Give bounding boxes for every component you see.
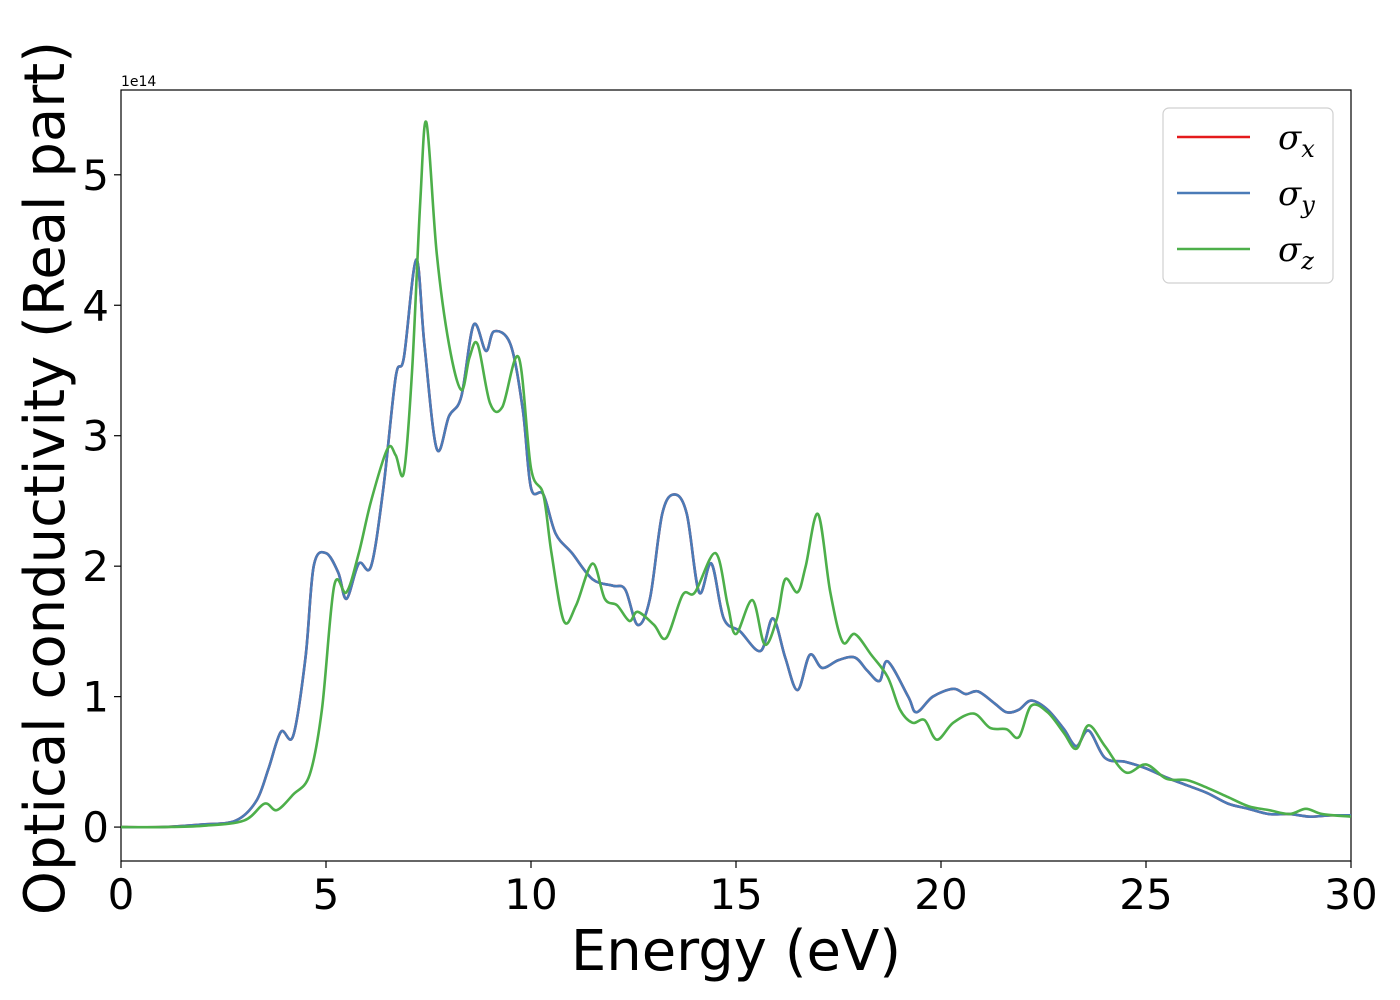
- legend-label-z: σz: [1278, 230, 1314, 275]
- legend-label-symbol: σ: [1278, 230, 1302, 270]
- legend-label-subscript: y: [1300, 191, 1315, 219]
- legend-label-y: σy: [1278, 174, 1315, 219]
- series-line-z: [121, 120, 1351, 829]
- y-axis-title: Optical conductivity (Real part): [13, 41, 78, 915]
- x-tick-label: 0: [108, 870, 135, 919]
- x-tick-label: 15: [709, 870, 762, 919]
- series-layer: [121, 120, 1351, 829]
- series-line-y: [121, 258, 1351, 829]
- y-tick-label: 4: [82, 281, 109, 330]
- x-tick-label: 20: [914, 870, 967, 919]
- y-tick-label: 5: [82, 151, 109, 200]
- x-tick-label: 25: [1119, 870, 1172, 919]
- y-tick-label: 2: [82, 542, 109, 591]
- x-axis: 0 5 10 15 20 25 30: [108, 861, 1378, 919]
- y-tick-label: 3: [82, 412, 109, 461]
- legend-label-subscript: z: [1300, 247, 1314, 275]
- x-tick-label: 30: [1324, 870, 1377, 919]
- legend-label-x: σx: [1278, 118, 1315, 163]
- legend-label-subscript: x: [1301, 135, 1315, 163]
- x-tick-label: 10: [504, 870, 557, 919]
- x-tick-label: 5: [313, 870, 340, 919]
- y-offset-label: 1e14: [121, 74, 156, 90]
- x-axis-title: Energy (eV): [571, 919, 901, 984]
- y-tick-label: 1: [82, 673, 109, 722]
- legend-label-symbol: σ: [1278, 118, 1302, 158]
- plot-frame: [120, 89, 1352, 862]
- legend-box: [1162, 107, 1334, 284]
- y-axis: 0 1 2 3 4 5: [82, 151, 121, 852]
- y-tick-label: 0: [82, 803, 109, 852]
- legend-label-symbol: σ: [1278, 174, 1302, 214]
